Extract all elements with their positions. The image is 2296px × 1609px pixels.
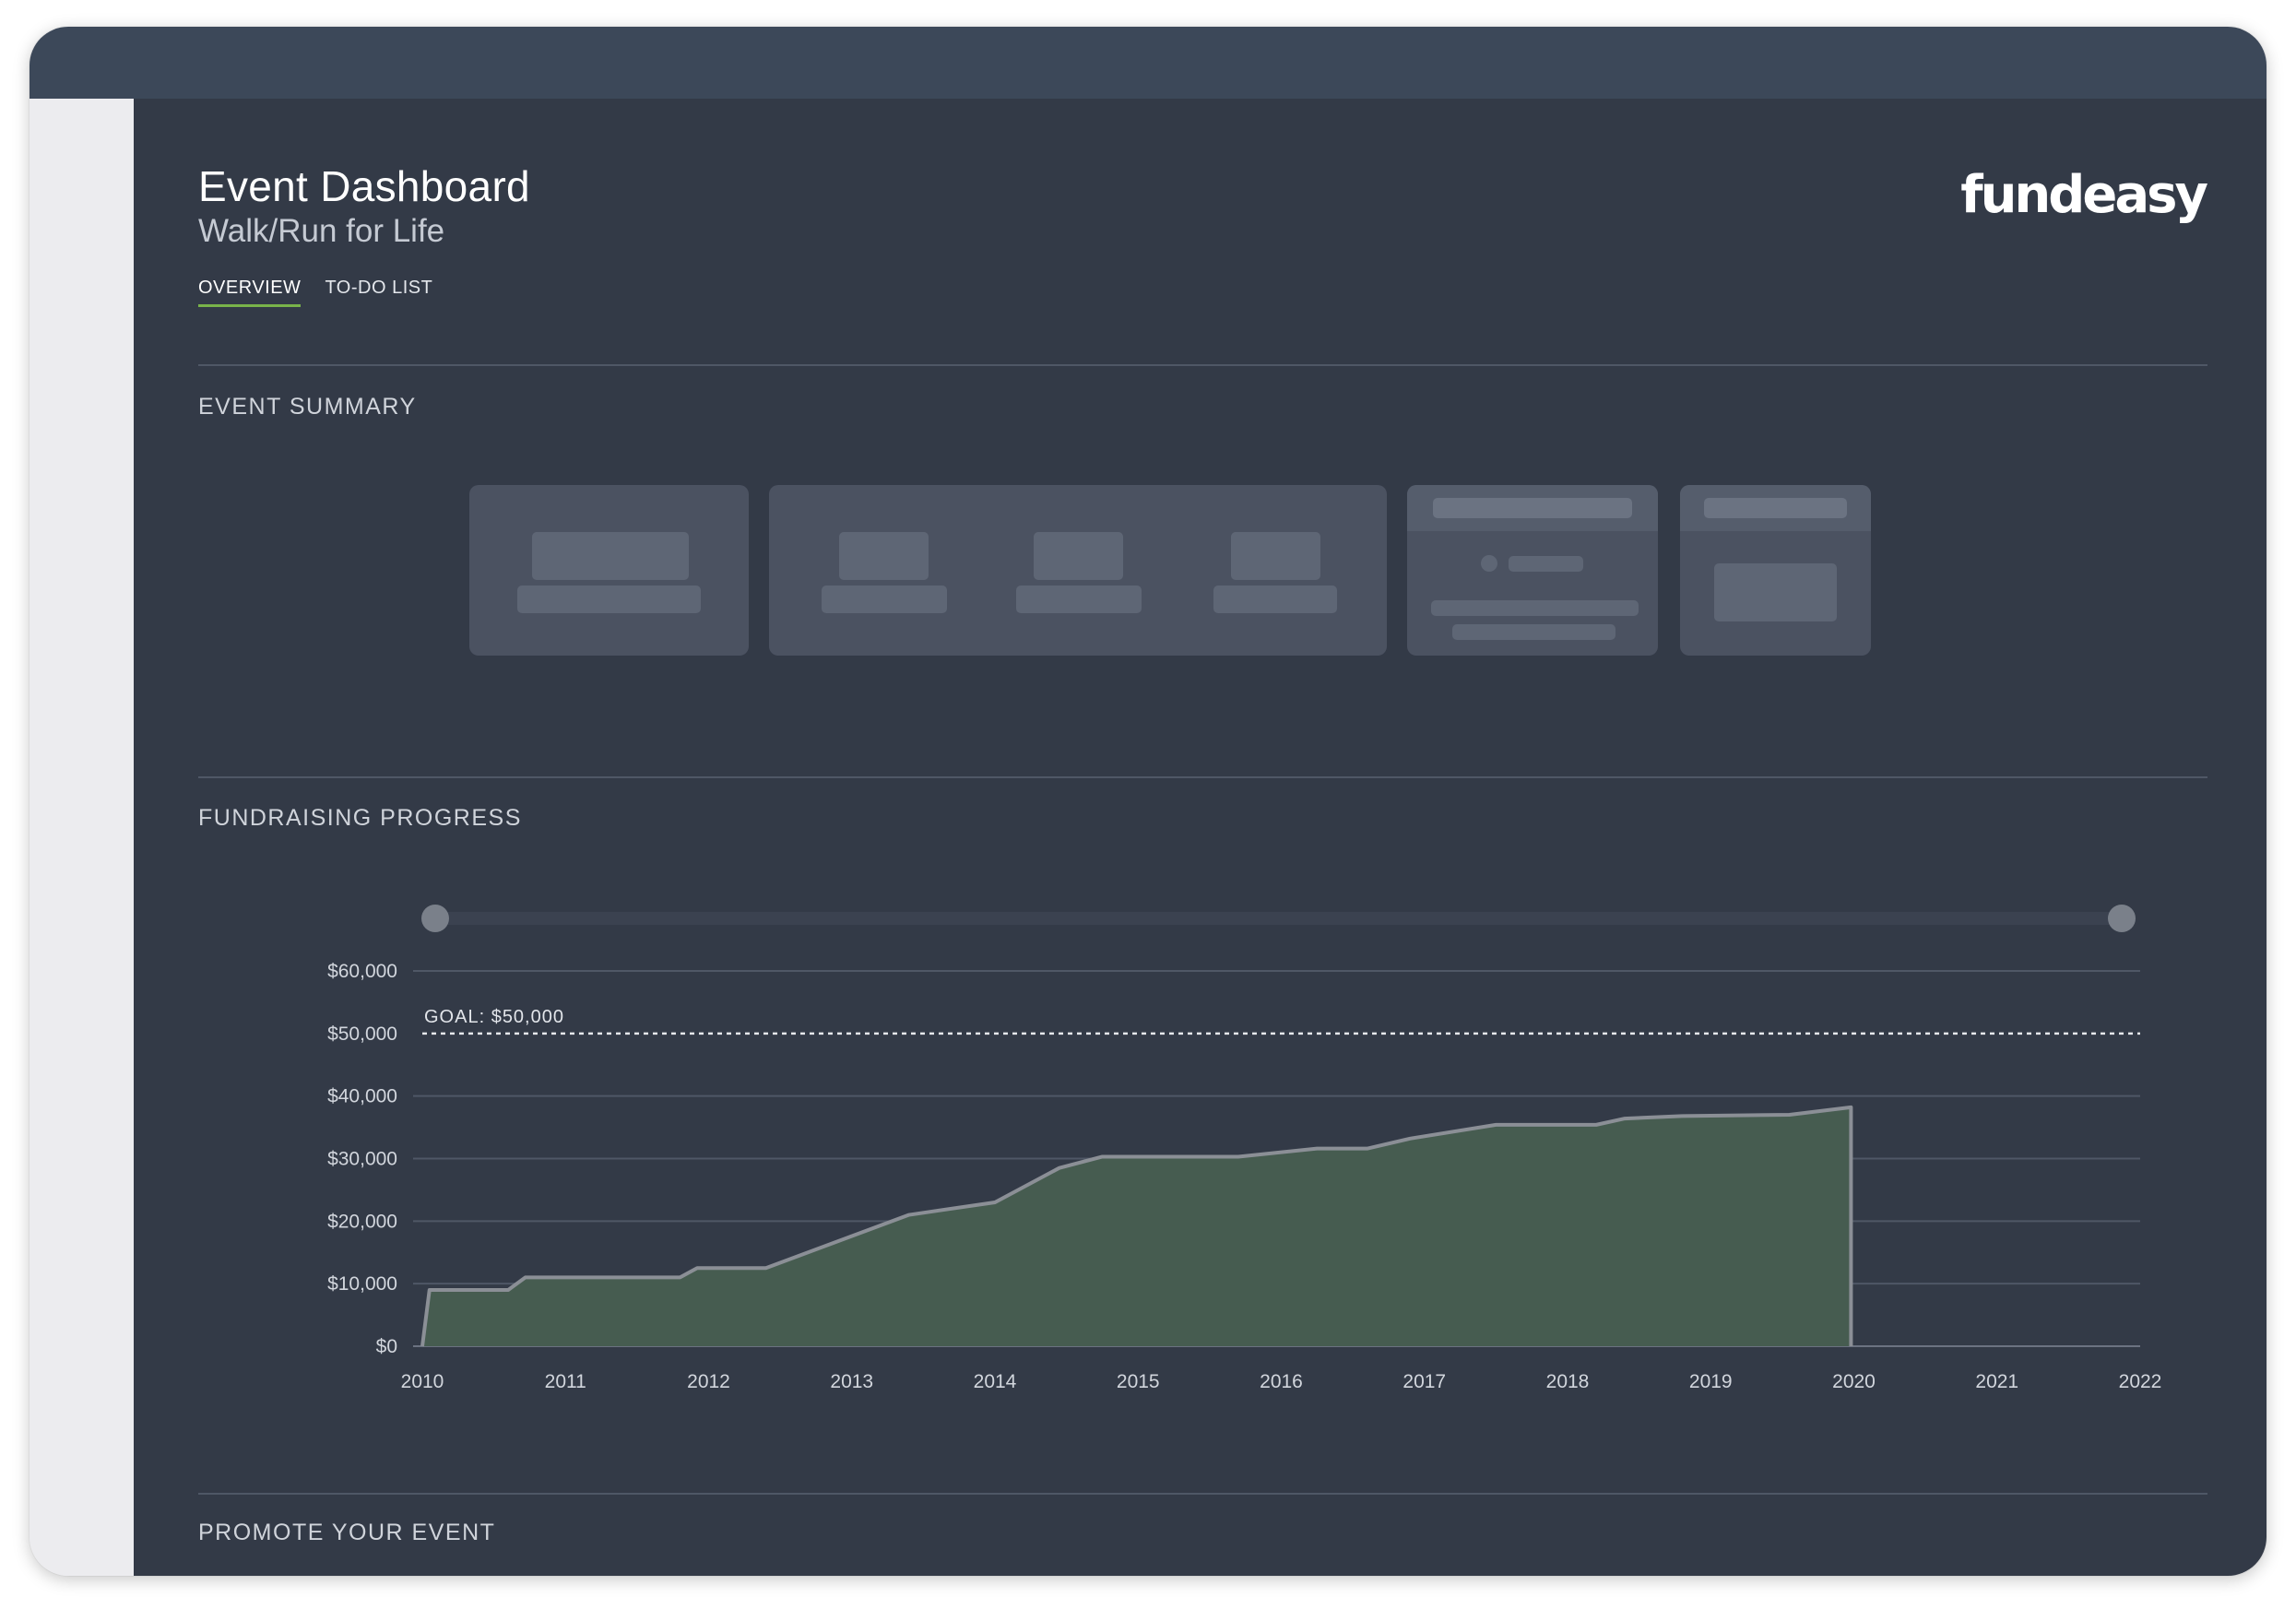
x-tick-label: 2021 [1975,1371,2018,1392]
x-tick-label: 2015 [1117,1371,1160,1392]
chart-area-series [420,1105,1853,1347]
placeholder-line [1704,498,1847,518]
range-slider-end-handle[interactable] [2108,905,2136,932]
placeholder-line [517,586,701,613]
divider [198,1493,2207,1495]
placeholder-line [1016,586,1142,613]
placeholder-block [1714,563,1837,621]
fundeasy-logo[interactable]: fundeasy [1960,165,2208,225]
placeholder-line [1433,498,1632,518]
placeholder-line [1431,600,1639,616]
x-tick-label: 2017 [1402,1371,1446,1392]
main-content: Event Dashboard Walk/Run for Life fundea… [134,99,2266,1576]
area-line [420,1105,1853,1347]
section-title-promote-event: PROMOTE YOUR EVENT [198,1520,496,1545]
placeholder-line [1452,624,1615,640]
section-title-event-summary: EVENT SUMMARY [198,394,417,420]
placeholder-dot [1481,555,1497,572]
y-tick-label: $0 [376,1336,397,1357]
x-tick-label: 2016 [1260,1371,1303,1392]
y-tick-label: $40,000 [327,1086,397,1107]
placeholder-line [1213,586,1337,613]
x-tick-label: 2022 [2119,1371,2162,1392]
x-tick-label: 2019 [1689,1371,1733,1392]
tab-todo-list[interactable]: TO-DO LIST [325,278,433,298]
page-title: Event Dashboard [198,162,530,210]
goal-line-group: GOAL: $50,000 [422,1007,2140,1035]
divider [198,776,2207,778]
summary-card-2 [769,485,1387,656]
area-fill [422,1106,1852,1346]
placeholder-line [822,586,947,613]
page-subtitle: Walk/Run for Life [198,213,445,249]
goal-label: GOAL: $50,000 [424,1007,564,1027]
fundraising-chart: GOAL: $50,000 $0 $10,000 $20,000 $30,000 $40… [327,905,2162,1392]
x-axis-ticks: 2010 2011 2012 2013 2014 2015 2016 2017 2018 2019… [401,1371,2162,1392]
range-slider-start-handle[interactable] [421,905,449,932]
x-tick-label: 2014 [974,1371,1017,1392]
placeholder-block [1231,532,1320,580]
y-axis-ticks: $0 $10,000 $20,000 $30,000 $40,000 $50,000 $60… [327,961,397,1357]
x-tick-label: 2010 [401,1371,444,1392]
y-tick-label: $20,000 [327,1211,397,1232]
x-tick-label: 2020 [1832,1371,1876,1392]
placeholder-block [839,532,929,580]
y-tick-label: $60,000 [327,961,397,982]
summary-card-1 [469,485,749,656]
placeholder-block [532,532,689,580]
placeholder-line [1509,556,1583,572]
summary-card-4 [1680,485,1871,656]
y-tick-label: $10,000 [327,1273,397,1295]
tab-bar: OVERVIEW TO-DO LIST [198,278,432,307]
range-slider-track[interactable] [435,912,2122,925]
tab-overview[interactable]: OVERVIEW [198,278,302,307]
x-tick-label: 2012 [687,1371,730,1392]
y-tick-label: $50,000 [327,1023,397,1045]
divider [198,364,2207,366]
section-title-fundraising-progress: FUNDRAISING PROGRESS [198,805,522,831]
summary-card-3 [1407,485,1658,656]
top-bar [30,27,2266,99]
sidebar [30,99,134,1576]
x-tick-label: 2013 [830,1371,873,1392]
range-slider[interactable] [421,905,2136,932]
app-window: Event Dashboard Walk/Run for Life fundea… [30,27,2266,1576]
x-tick-label: 2018 [1546,1371,1590,1392]
y-tick-label: $30,000 [327,1149,397,1170]
placeholder-block [1034,532,1123,580]
x-tick-label: 2011 [545,1371,586,1392]
